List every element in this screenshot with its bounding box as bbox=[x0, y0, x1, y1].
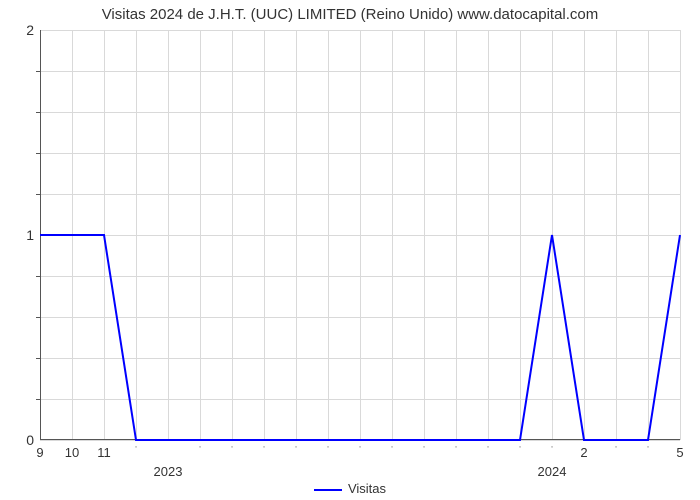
x-minor-tick: ' bbox=[519, 445, 521, 454]
x-tick-label: 11 bbox=[97, 445, 111, 460]
x-minor-tick: ' bbox=[647, 445, 649, 454]
y-tick-label: 2 bbox=[0, 22, 34, 38]
x-tick-label: 10 bbox=[65, 445, 79, 460]
y-minor-tick bbox=[36, 153, 40, 154]
x-year-label: 2023 bbox=[154, 464, 183, 479]
chart-title: Visitas 2024 de J.H.T. (UUC) LIMITED (Re… bbox=[0, 6, 700, 23]
x-minor-tick: ' bbox=[455, 445, 457, 454]
y-minor-tick bbox=[36, 317, 40, 318]
x-minor-tick: ' bbox=[551, 445, 553, 454]
x-minor-tick: ' bbox=[615, 445, 617, 454]
x-minor-tick: ' bbox=[263, 445, 265, 454]
y-minor-tick bbox=[36, 194, 40, 195]
x-minor-tick: ' bbox=[199, 445, 201, 454]
legend-swatch bbox=[314, 489, 342, 491]
x-tick-label: 2 bbox=[580, 445, 587, 460]
x-tick-label: 5 bbox=[676, 445, 683, 460]
x-year-label: 2024 bbox=[538, 464, 567, 479]
x-minor-tick: ' bbox=[423, 445, 425, 454]
grid-v bbox=[680, 30, 681, 440]
y-tick-label: 0 bbox=[0, 432, 34, 448]
y-minor-tick bbox=[36, 112, 40, 113]
x-minor-tick: ' bbox=[295, 445, 297, 454]
y-minor-tick bbox=[36, 71, 40, 72]
x-minor-tick: ' bbox=[359, 445, 361, 454]
x-tick-label: 9 bbox=[36, 445, 43, 460]
legend: Visitas bbox=[0, 481, 700, 496]
x-minor-tick: ' bbox=[487, 445, 489, 454]
y-tick-label: 1 bbox=[0, 227, 34, 243]
x-minor-tick: ' bbox=[135, 445, 137, 454]
legend-label: Visitas bbox=[348, 481, 386, 496]
series-line bbox=[40, 30, 680, 440]
x-minor-tick: ' bbox=[391, 445, 393, 454]
y-minor-tick bbox=[36, 276, 40, 277]
chart-container: Visitas 2024 de J.H.T. (UUC) LIMITED (Re… bbox=[0, 0, 700, 500]
visitas-line bbox=[40, 235, 680, 440]
x-minor-tick: ' bbox=[231, 445, 233, 454]
y-minor-tick bbox=[36, 399, 40, 400]
y-minor-tick bbox=[36, 358, 40, 359]
x-minor-tick: ' bbox=[327, 445, 329, 454]
